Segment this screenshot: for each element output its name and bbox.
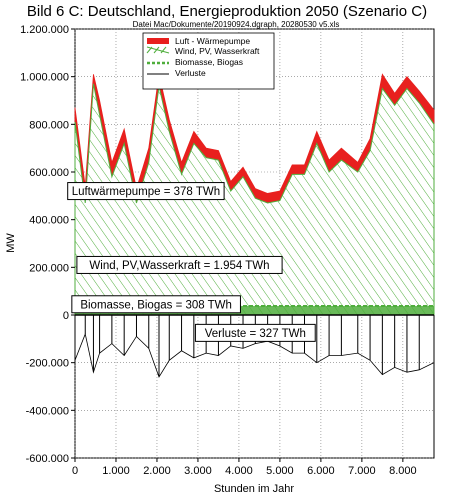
legend-label-bio: Biomasse, Biogas <box>175 57 243 67</box>
y-tick-label: 0 <box>63 310 69 322</box>
axes: -600.000 -400.000 -200.000 0 200.000 400.000 6… <box>20 24 434 477</box>
x-tick-label: 1.000 <box>102 465 130 477</box>
legend-label-luft: Luft - Wärmepumpe <box>175 36 250 46</box>
annotation-box <box>194 323 316 342</box>
annotations: Luftwärmepumpe = 378 TWh Wind, PV,Wasserk… <box>67 182 316 342</box>
x-axis-label: Stunden im Jahr <box>214 483 294 495</box>
y-axis-label: MW <box>5 233 17 253</box>
x-tick-label: 4.000 <box>225 465 253 477</box>
y-tick-label: 400.000 <box>29 215 69 227</box>
x-tick-label: 6.000 <box>307 465 335 477</box>
y-tick-label: -200.000 <box>26 358 69 370</box>
x-tick-label: 8.000 <box>389 465 417 477</box>
legend-label-wind: Wind, PV, Wasserkraft <box>175 46 260 56</box>
legend: Luft - Wärmepumpe Wind, PV, Wasserkraft … <box>142 32 275 90</box>
chart-title: Bild 6 C: Deutschland, Energieproduktion… <box>27 3 427 20</box>
y-tick-label: 1.000.000 <box>20 72 69 84</box>
annotation-box <box>76 255 283 274</box>
annotation-label: Luftwärmepumpe = 378 TWh <box>72 186 220 198</box>
annotation-box <box>71 295 241 314</box>
chart-subtitle: Datei Mac/Dokumente/20190924.dgraph, 202… <box>133 20 340 29</box>
annotation-box <box>67 182 225 201</box>
y-tick-label: -400.000 <box>26 405 69 417</box>
grid <box>74 28 434 459</box>
legend-label-verluste: Verluste <box>175 68 206 78</box>
annotation-label: Verluste = 327 TWh <box>205 328 306 340</box>
legend-swatch-wind <box>146 46 170 54</box>
y-tick-label: 600.000 <box>29 167 69 179</box>
legend-swatch-luft <box>147 38 169 44</box>
x-tick-label: 2.000 <box>143 465 171 477</box>
y-tick-label: -600.000 <box>26 453 69 465</box>
y-tick-label: 1.200.000 <box>20 24 69 36</box>
y-tick-label: 800.000 <box>29 119 69 131</box>
x-tick-label: 3.000 <box>184 465 212 477</box>
y-tick-label: 200.000 <box>29 262 69 274</box>
series-bio-band <box>75 305 434 315</box>
annotation-label: Biomasse, Biogas = 308 TWh <box>80 299 232 311</box>
annotation-label: Wind, PV,Wasserkraft = 1.954 TWh <box>89 260 269 272</box>
series-verluste-outline <box>74 315 435 378</box>
x-tick-label: 7.000 <box>348 465 376 477</box>
x-tick-label: 0 <box>72 465 78 477</box>
x-tick-label: 5.000 <box>266 465 294 477</box>
